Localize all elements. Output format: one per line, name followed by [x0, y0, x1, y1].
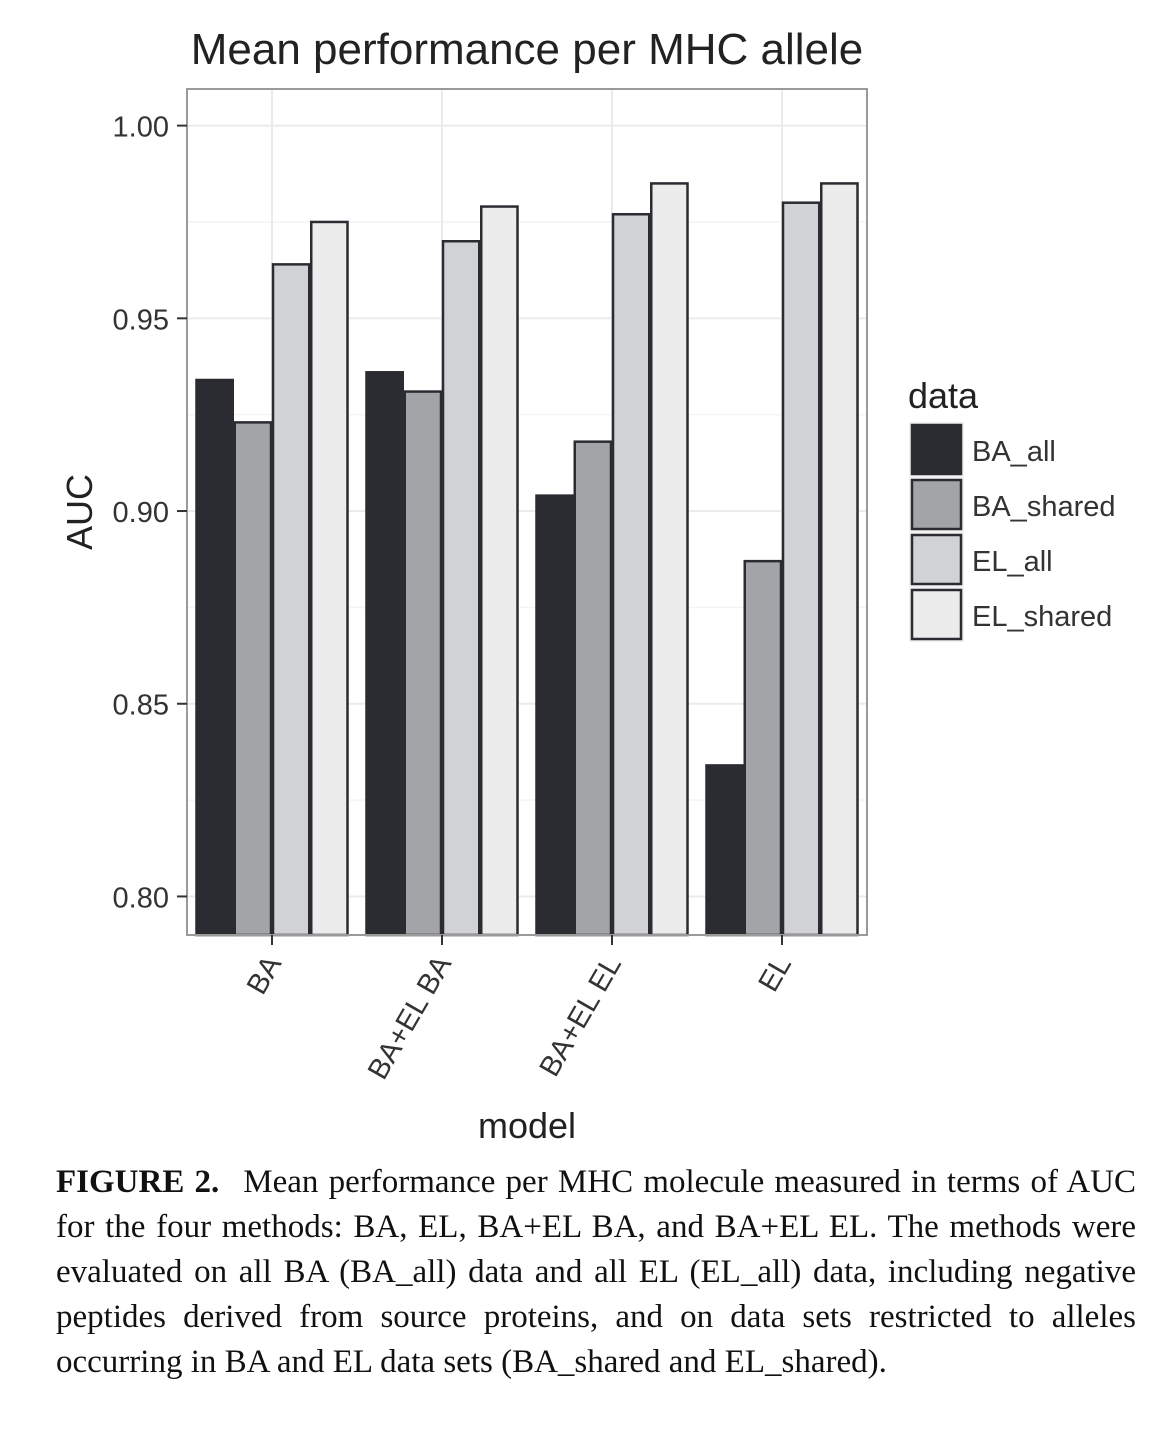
x-tick-label: EL	[753, 951, 798, 998]
bar-BA_all-1	[365, 371, 404, 937]
figure-caption: FIGURE 2. Mean performance per MHC molecu…	[56, 1160, 1136, 1385]
bar-BA_shared-0	[233, 421, 273, 937]
y-tick-label: 0.85	[113, 690, 169, 722]
legend-swatch-EL_all	[910, 533, 963, 586]
bar-EL_all-3	[781, 201, 821, 937]
legend: data BA_all BA_shared EL_all EL_shared	[908, 375, 1116, 642]
bar-EL_shared-0	[310, 220, 349, 937]
x-axis-label: model	[478, 1105, 576, 1146]
bar-BA_shared-2	[573, 440, 613, 937]
bar-BA_shared-1	[403, 390, 443, 937]
y-axis: 0.80 0.85 0.90 0.95 1.00	[113, 112, 187, 914]
bar-BA_all-0	[195, 378, 234, 937]
bar-BA_all-2	[535, 494, 574, 937]
bar-EL_all-0	[271, 263, 311, 937]
y-tick-label: 0.80	[113, 882, 169, 914]
bar-EL_all-2	[611, 213, 651, 937]
bar-EL_all-1	[441, 239, 481, 937]
bar-EL_shared-1	[480, 205, 519, 937]
caption-label: FIGURE 2.	[56, 1164, 220, 1200]
legend-swatch-BA_all	[910, 423, 963, 476]
legend-swatch-EL_shared	[910, 588, 963, 641]
legend-title: data	[908, 375, 979, 416]
legend-swatch-BA_shared	[910, 478, 963, 531]
caption-text: Mean performance per MHC molecule measur…	[56, 1164, 1136, 1380]
y-tick-label: 0.90	[113, 497, 169, 529]
y-tick-label: 0.95	[113, 304, 169, 336]
y-axis-label: AUC	[59, 474, 100, 550]
chart-title: Mean performance per MHC allele	[191, 25, 864, 74]
bar-EL_shared-3	[820, 182, 859, 937]
bar-EL_shared-2	[650, 182, 689, 937]
legend-label-EL_shared: EL_shared	[972, 601, 1112, 633]
x-axis: BA BA+EL BA BA+EL EL EL	[241, 935, 798, 1085]
legend-label-EL_all: EL_all	[972, 546, 1053, 578]
legend-label-BA_shared: BA_shared	[972, 491, 1116, 523]
x-tick-label: BA	[241, 950, 288, 1000]
bar-BA_shared-3	[743, 559, 783, 937]
bars	[195, 182, 859, 937]
bar-chart: Mean performance per MHC allele 0.80 0.85…	[59, 25, 1116, 1146]
y-tick-label: 1.00	[113, 112, 169, 144]
x-tick-label: BA+EL BA	[362, 950, 458, 1085]
x-tick-label: BA+EL EL	[534, 951, 628, 1083]
bar-BA_all-3	[705, 764, 744, 937]
legend-label-BA_all: BA_all	[972, 436, 1056, 468]
